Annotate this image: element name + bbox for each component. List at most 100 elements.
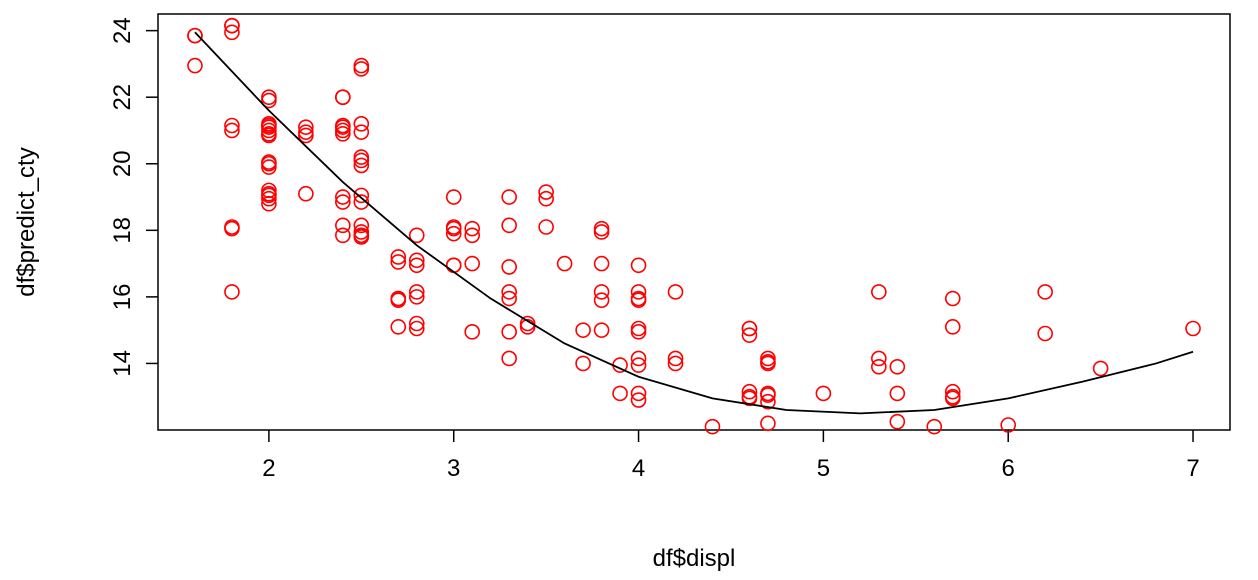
data-point [224, 17, 240, 34]
data-point [593, 322, 610, 338]
data-point [408, 227, 425, 244]
data-point [538, 190, 554, 207]
x-tick-label: 4 [632, 455, 645, 482]
y-axis-title: df$predict_cty [13, 147, 40, 296]
data-point [760, 415, 776, 432]
data-point [224, 117, 240, 134]
data-point [298, 119, 314, 135]
data-point [464, 324, 481, 340]
data-point [871, 284, 887, 300]
data-point [667, 284, 684, 300]
data-point [741, 390, 758, 407]
data-point [630, 292, 647, 309]
data-point [501, 217, 517, 234]
data-point [224, 220, 240, 237]
data-point [353, 194, 370, 210]
data-point [630, 350, 647, 367]
y-tick-label: 18 [109, 217, 136, 244]
data-point [261, 185, 277, 202]
data-point [335, 217, 351, 234]
data-point [335, 126, 351, 142]
data-point [630, 357, 647, 373]
data-point [1185, 320, 1201, 337]
data-point [464, 255, 481, 272]
data-point [353, 217, 370, 234]
data-point [741, 320, 758, 337]
data-point [501, 350, 517, 367]
data-point [445, 257, 462, 274]
data-point [667, 350, 684, 367]
data-point [224, 24, 240, 41]
data-point [519, 315, 536, 332]
data-point [889, 385, 906, 402]
data-point [501, 189, 517, 205]
data-point [353, 227, 370, 244]
data-point [261, 155, 277, 172]
data-point [187, 27, 203, 44]
data-point [501, 259, 517, 275]
data-point [445, 220, 462, 237]
data-point [630, 392, 647, 408]
y-tick-label: 16 [109, 284, 136, 311]
data-point [353, 57, 370, 74]
x-axis: 2 3 4 5 6 7 [262, 430, 1200, 482]
data-point [760, 355, 776, 372]
data-point [630, 257, 647, 274]
data-point [1037, 284, 1053, 300]
data-point [408, 284, 425, 300]
data-point [224, 284, 240, 300]
y-tick-label: 20 [109, 150, 136, 177]
fit-line [194, 31, 1194, 415]
data-point [593, 224, 610, 240]
data-point [224, 122, 240, 139]
data-point [261, 127, 277, 144]
data-point [871, 350, 887, 367]
data-point [390, 290, 407, 307]
data-point [298, 185, 314, 202]
data-point [187, 57, 203, 74]
data-point [1000, 417, 1017, 433]
data-point [261, 119, 277, 135]
data-point [298, 127, 314, 144]
data-point [390, 254, 407, 270]
data-point [630, 385, 647, 402]
data-point [445, 189, 462, 205]
plot-area [187, 17, 1201, 435]
data-point [612, 385, 628, 402]
x-tick-label: 5 [817, 455, 830, 482]
data-point [593, 255, 610, 272]
data-point [1037, 325, 1053, 342]
x-tick-label: 2 [262, 455, 275, 482]
data-point [926, 418, 943, 435]
data-point [501, 290, 517, 307]
data-point [760, 393, 776, 410]
data-point [335, 89, 351, 105]
data-point [353, 124, 370, 140]
data-point [408, 252, 425, 269]
data-point [445, 225, 462, 242]
data-point [390, 319, 407, 335]
x-axis-title: df$displ [653, 545, 736, 572]
data-point [741, 383, 758, 400]
data-point [408, 320, 425, 337]
data-point [353, 149, 370, 165]
data-point [501, 284, 517, 300]
data-point [335, 119, 351, 135]
data-point [593, 220, 610, 237]
data-point [538, 184, 554, 200]
data-point [353, 152, 370, 169]
plot-frame [157, 13, 1231, 431]
data-point [667, 355, 684, 372]
data-point [261, 190, 277, 207]
data-point [889, 413, 906, 430]
data-point [630, 284, 647, 300]
data-point [889, 358, 906, 375]
data-point [760, 387, 776, 403]
data-point [593, 292, 610, 309]
data-point [871, 358, 887, 375]
data-point [815, 385, 832, 402]
data-point [335, 227, 351, 244]
y-tick-label: 14 [109, 350, 136, 377]
data-point [408, 257, 425, 274]
data-point [353, 157, 370, 174]
